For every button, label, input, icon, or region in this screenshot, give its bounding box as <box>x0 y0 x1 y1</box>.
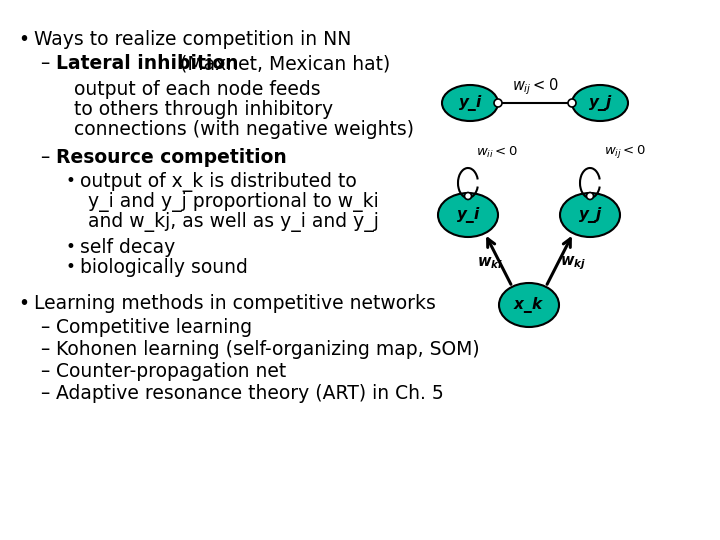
Text: self decay: self decay <box>80 238 175 257</box>
Circle shape <box>587 192 593 199</box>
Text: •: • <box>66 238 76 256</box>
Text: Competitive learning: Competitive learning <box>56 318 252 337</box>
Text: $\bfit{y\_j}$: $\bfit{y\_j}$ <box>588 93 613 113</box>
Circle shape <box>464 192 472 199</box>
Text: Ways to realize competition in NN: Ways to realize competition in NN <box>34 30 351 49</box>
Text: Kohonen learning (self-organizing map, SOM): Kohonen learning (self-organizing map, S… <box>56 340 480 359</box>
Text: connections (with negative weights): connections (with negative weights) <box>74 120 414 139</box>
Circle shape <box>494 99 502 107</box>
Text: Adaptive resonance theory (ART) in Ch. 5: Adaptive resonance theory (ART) in Ch. 5 <box>56 384 444 403</box>
Ellipse shape <box>499 283 559 327</box>
Text: $\bfit{y\_i}$: $\bfit{y\_i}$ <box>457 93 482 113</box>
Text: –: – <box>40 362 49 381</box>
Text: –: – <box>40 340 49 359</box>
Text: –: – <box>40 384 49 403</box>
Text: •: • <box>18 294 29 313</box>
Text: •: • <box>66 172 76 190</box>
Ellipse shape <box>560 193 620 237</box>
Text: $w_{ii} < 0$: $w_{ii} < 0$ <box>476 145 518 160</box>
Text: Counter-propagation net: Counter-propagation net <box>56 362 287 381</box>
Ellipse shape <box>572 85 628 121</box>
Text: $w_{ij} < 0$: $w_{ij} < 0$ <box>604 143 646 160</box>
Text: –: – <box>40 318 49 337</box>
Text: $\bfit{w_{ki}}$: $\bfit{w_{ki}}$ <box>477 255 503 271</box>
Text: and w_kj, as well as y_i and y_j: and w_kj, as well as y_i and y_j <box>88 212 379 232</box>
Text: $\bfit{y\_i}$: $\bfit{y\_i}$ <box>456 205 480 225</box>
Text: Lateral inhibition: Lateral inhibition <box>56 54 238 73</box>
Text: y_i and y_j proportional to w_ki: y_i and y_j proportional to w_ki <box>88 192 379 212</box>
Text: •: • <box>66 258 76 276</box>
Text: $w_{ij} < 0$: $w_{ij} < 0$ <box>512 76 558 97</box>
Text: output of each node feeds: output of each node feeds <box>74 80 320 99</box>
Text: to others through inhibitory: to others through inhibitory <box>74 100 333 119</box>
Text: –: – <box>40 54 49 73</box>
Text: –: – <box>40 148 49 167</box>
Text: biologically sound: biologically sound <box>80 258 248 277</box>
Text: •: • <box>18 30 29 49</box>
Text: Learning methods in competitive networks: Learning methods in competitive networks <box>34 294 436 313</box>
Text: Resource competition: Resource competition <box>56 148 287 167</box>
Text: output of x_k is distributed to: output of x_k is distributed to <box>80 172 356 192</box>
Text: $\bfit{y\_j}$: $\bfit{y\_j}$ <box>577 205 603 225</box>
Circle shape <box>568 99 576 107</box>
Text: $\bfit{x\_k}$: $\bfit{x\_k}$ <box>513 295 544 315</box>
Ellipse shape <box>442 85 498 121</box>
Text: $\bfit{w_{kj}}$: $\bfit{w_{kj}}$ <box>560 254 586 272</box>
Ellipse shape <box>438 193 498 237</box>
Text: (Maxnet, Mexican hat): (Maxnet, Mexican hat) <box>174 54 390 73</box>
